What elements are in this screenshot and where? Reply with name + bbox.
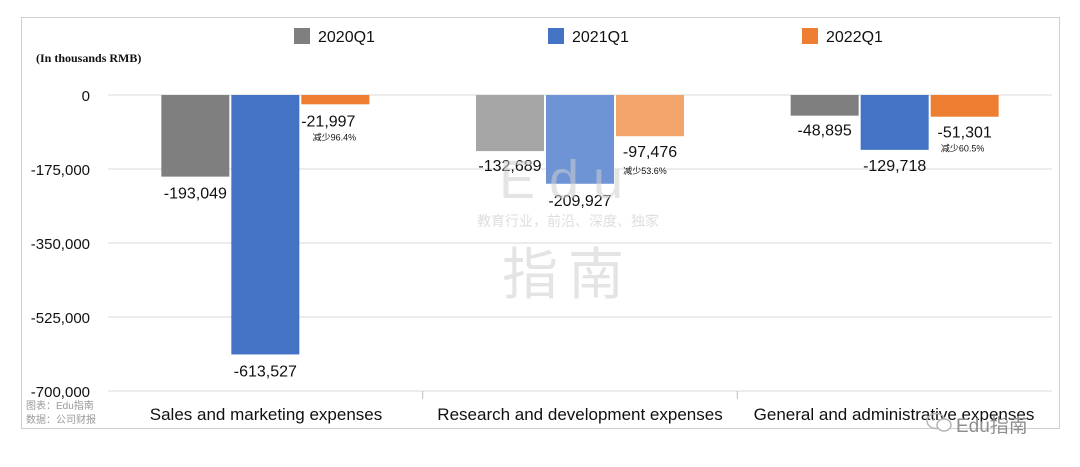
legend-swatch-2022q1 <box>802 28 818 44</box>
legend: 2020Q1 2021Q1 2022Q1 <box>294 28 883 46</box>
bar-2020q1-0 <box>161 95 230 177</box>
watermark-big-text: 指南 <box>502 243 634 306</box>
chart-source: 图表：Edu指南 <box>26 399 94 412</box>
change-annotation: 减少60.5% <box>941 143 985 154</box>
y-tick-label: -175,000 <box>31 162 90 179</box>
data-label: -193,049 <box>164 186 227 203</box>
watermark-slogan: 教育行业，前沿、深度、独家 <box>477 213 659 229</box>
y-tick-label: 0 <box>82 88 90 105</box>
bar-2021q1-2 <box>860 95 929 150</box>
data-label: -129,718 <box>863 158 926 175</box>
bar-2021q1-1 <box>546 95 614 184</box>
data-source: 数据：公司财报 <box>26 413 96 426</box>
watermark: Edu 教育行业，前沿、深度、独家 指南 <box>477 150 659 306</box>
legend-swatch-2021q1 <box>548 28 564 44</box>
data-label: -21,997 <box>301 113 355 130</box>
data-label: -97,476 <box>623 144 677 161</box>
legend-label-2022q1: 2022Q1 <box>826 29 883 46</box>
brand-text: Edu指南 <box>956 416 1028 437</box>
category-label-rd: Research and development expenses <box>437 405 722 424</box>
y-tick-label: -525,000 <box>31 310 90 327</box>
unit-label: (In thousands RMB) <box>36 51 141 65</box>
brand-watermark: Edu指南 <box>926 410 1076 437</box>
data-label: -48,895 <box>798 123 852 140</box>
change-annotation: 减少96.4% <box>313 131 357 142</box>
wechat-icon <box>926 412 952 432</box>
chart-frame <box>21 17 1060 429</box>
data-label: -132,689 <box>478 158 541 175</box>
legend-swatch-2020q1 <box>294 28 310 44</box>
legend-label-2021q1: 2021Q1 <box>572 29 629 46</box>
data-label: -613,527 <box>234 363 297 380</box>
bar-2022q1-1 <box>616 95 684 137</box>
bar-2022q1-0 <box>301 95 370 105</box>
legend-label-2020q1: 2020Q1 <box>318 29 375 46</box>
category-label-ga: General and administrative expenses <box>754 405 1035 424</box>
bar-2020q1-2 <box>790 95 859 116</box>
change-annotation: 减少53.6% <box>623 165 667 176</box>
bar-2022q1-2 <box>930 95 999 117</box>
watermark-logo: Edu <box>499 150 637 210</box>
bar-2021q1-0 <box>231 95 300 355</box>
y-tick-label: -700,000 <box>31 384 90 401</box>
data-label: -51,301 <box>938 125 992 142</box>
y-tick-label: -350,000 <box>31 236 90 253</box>
data-label: -209,927 <box>548 193 611 210</box>
bar-2020q1-1 <box>476 95 544 152</box>
category-label-sales: Sales and marketing expenses <box>150 405 382 424</box>
